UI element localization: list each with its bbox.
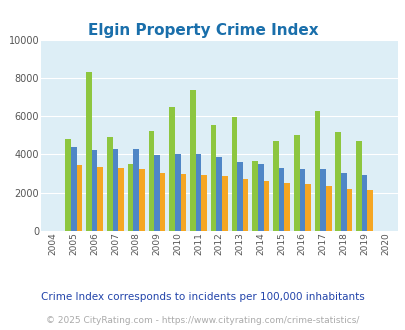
Bar [77, 165, 82, 231]
Bar [346, 189, 352, 231]
Bar [273, 141, 278, 231]
Bar [118, 168, 124, 231]
Bar [107, 137, 112, 231]
Bar [278, 168, 284, 231]
Bar [361, 175, 367, 231]
Bar [263, 181, 269, 231]
Bar [128, 164, 133, 231]
Bar [190, 90, 195, 231]
Bar [257, 164, 263, 231]
Bar [237, 162, 242, 231]
Text: Crime Index corresponds to incidents per 100,000 inhabitants: Crime Index corresponds to incidents per… [41, 292, 364, 302]
Bar [340, 173, 346, 231]
Bar [231, 117, 237, 231]
Bar [293, 135, 299, 231]
Bar [112, 149, 118, 231]
Bar [325, 186, 331, 231]
Bar [169, 107, 175, 231]
Bar [201, 175, 207, 231]
Bar [305, 184, 310, 231]
Bar [314, 112, 320, 231]
Bar [335, 132, 340, 231]
Bar [242, 179, 248, 231]
Bar [195, 154, 201, 231]
Text: Elgin Property Crime Index: Elgin Property Crime Index [87, 23, 318, 38]
Bar [148, 131, 154, 231]
Bar [133, 149, 139, 231]
Bar [284, 183, 289, 231]
Bar [367, 190, 372, 231]
Bar [222, 177, 227, 231]
Text: © 2025 CityRating.com - https://www.cityrating.com/crime-statistics/: © 2025 CityRating.com - https://www.city… [46, 315, 359, 325]
Bar [299, 169, 305, 231]
Bar [154, 155, 159, 231]
Bar [92, 150, 97, 231]
Bar [252, 161, 257, 231]
Bar [320, 169, 325, 231]
Bar [65, 139, 71, 231]
Bar [159, 173, 165, 231]
Bar [180, 174, 185, 231]
Bar [97, 167, 103, 231]
Bar [355, 141, 361, 231]
Bar [175, 154, 180, 231]
Bar [216, 157, 222, 231]
Bar [86, 72, 92, 231]
Bar [139, 169, 144, 231]
Bar [210, 125, 216, 231]
Bar [71, 147, 77, 231]
